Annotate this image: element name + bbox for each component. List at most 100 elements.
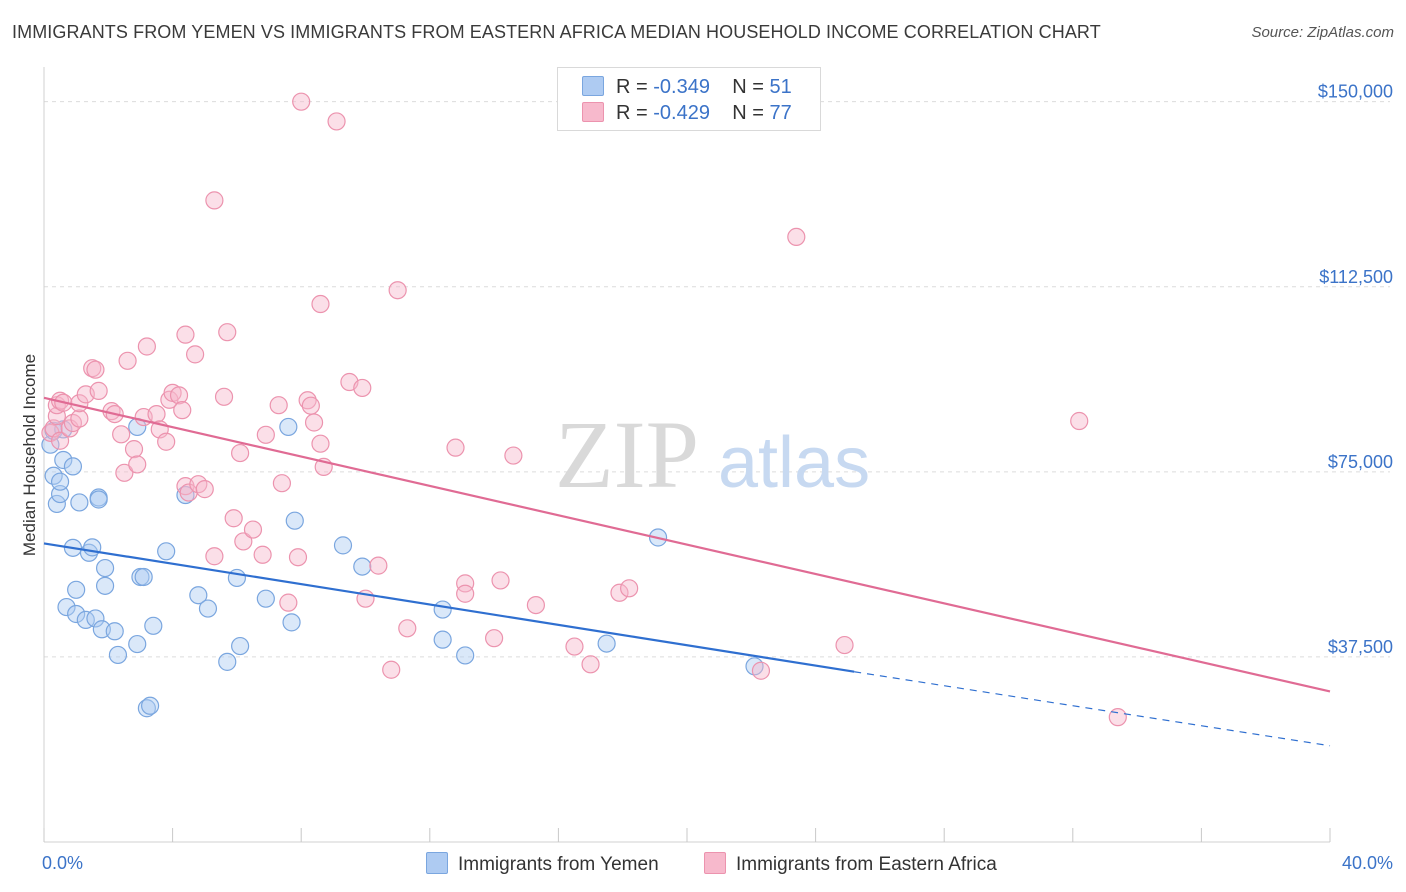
eastern-africa-point	[118, 351, 137, 370]
correlation-legend: R = -0.349 N = 51 R = -0.429 N = 77	[557, 67, 821, 131]
yemen-trend-extension	[854, 671, 1331, 747]
yemen-trend-line	[43, 542, 855, 673]
yemen-point	[456, 646, 475, 665]
x-tick-labels: 0.0% 40.0%	[42, 853, 1393, 873]
yemen-point	[70, 493, 89, 512]
eastern-africa-point	[311, 434, 330, 453]
yemen-point	[54, 450, 73, 470]
eastern-africa-point	[253, 545, 272, 564]
yemen-point	[144, 616, 163, 635]
axes	[43, 67, 1331, 843]
eastern-africa-point	[1108, 708, 1127, 727]
legend-row-yemen: R = -0.349 N = 51	[582, 76, 792, 100]
eastern-africa-point	[620, 579, 639, 598]
yemen-point	[140, 696, 160, 715]
eastern-africa-point	[70, 409, 89, 428]
yemen-point	[95, 558, 115, 578]
y-tick-label: $150,000	[1318, 82, 1393, 102]
y-tick-label: $112,500	[1319, 267, 1393, 287]
chart-title: IMMIGRANTS FROM YEMEN VS IMMIGRANTS FROM…	[12, 22, 1101, 42]
eastern-africa-point	[456, 584, 475, 603]
eastern-africa-point	[112, 425, 131, 444]
grid	[44, 101, 1390, 658]
eastern-africa-point	[446, 438, 465, 457]
eastern-africa-point	[526, 595, 545, 615]
yemen-point	[433, 600, 452, 619]
yemen-point	[597, 634, 616, 653]
yemen-point	[282, 613, 301, 632]
eastern-africa-point	[504, 446, 523, 465]
y-tick-label: $75,000	[1328, 452, 1393, 472]
eastern-africa-point	[279, 593, 298, 612]
yemen-point	[285, 511, 304, 530]
legend-r-label: R =	[616, 76, 648, 98]
eastern-africa-point	[137, 337, 156, 356]
eastern-africa-point	[327, 112, 346, 131]
yemen-point	[86, 609, 105, 628]
yemen-point	[279, 417, 298, 437]
eastern-africa-point	[115, 463, 134, 482]
legend-n-value-eastern-africa: 77	[769, 102, 792, 124]
eastern-africa-point	[565, 637, 584, 656]
eastern-africa-point	[382, 660, 401, 679]
yemen-point	[47, 494, 66, 514]
yemen-point	[57, 597, 76, 617]
eastern-africa-point	[205, 191, 224, 210]
x-tick-label-min: 0.0%	[42, 853, 83, 873]
eastern-africa-point	[369, 556, 388, 575]
eastern-africa-point	[751, 661, 771, 680]
y-axis-label: Median Household Income	[20, 354, 39, 556]
eastern-africa-point	[89, 381, 108, 400]
yemen-point	[128, 634, 147, 654]
eastern-africa-point	[243, 520, 263, 539]
eastern-africa-point	[301, 396, 320, 415]
series-label-yemen: Immigrants from Yemen	[458, 854, 659, 875]
eastern-africa-point	[787, 227, 806, 247]
yemen-point	[83, 538, 102, 557]
yemen-point	[218, 652, 237, 671]
legend-r-value-yemen: -0.349	[653, 76, 710, 98]
y-tick-label: $37,500	[1328, 637, 1393, 657]
eastern-africa-point	[50, 431, 70, 450]
eastern-africa-point	[195, 480, 214, 499]
source-label: Source: ZipAtlas.com	[1251, 24, 1394, 41]
yemen-point	[231, 636, 250, 656]
eastern-africa-point	[205, 547, 224, 566]
yemen-point	[157, 542, 176, 561]
eastern-africa-point	[169, 386, 189, 405]
yemen-point	[63, 457, 83, 476]
eastern-africa-point	[353, 378, 372, 398]
legend-n-label: N =	[732, 76, 764, 98]
eastern-africa-point	[173, 401, 192, 420]
yemen-point	[67, 604, 86, 624]
watermark-zip: ZIP	[555, 401, 699, 508]
eastern-africa-point	[835, 635, 854, 655]
eastern-africa-point	[218, 323, 237, 342]
watermark-atlas: atlas	[718, 423, 870, 503]
eastern-africa-point	[311, 294, 330, 314]
yemen-point	[50, 472, 70, 491]
eastern-africa-point	[581, 655, 600, 674]
eastern-africa-point	[269, 396, 288, 415]
x-tick-label-max: 40.0%	[1342, 853, 1393, 873]
eastern-africa-point	[157, 432, 176, 451]
yemen-point	[76, 610, 95, 630]
eastern-africa-point	[398, 619, 417, 638]
eastern-africa-point	[491, 571, 510, 590]
legend-swatch-eastern-africa	[582, 102, 604, 122]
legend-n-label: N =	[732, 102, 764, 124]
series-label-eastern-africa: Immigrants from Eastern Africa	[736, 854, 997, 875]
yemen-point	[134, 567, 153, 587]
eastern-africa-point	[124, 440, 144, 459]
series-swatch-yemen	[426, 852, 448, 874]
yemen-point	[433, 630, 452, 649]
yemen-point	[256, 589, 275, 608]
yemen-point	[89, 490, 108, 509]
eastern-africa-point	[292, 92, 311, 111]
eastern-africa-trend-line	[43, 396, 1331, 693]
yemen-point	[105, 622, 124, 641]
legend-swatch-yemen	[582, 76, 604, 96]
legend-n-value-yemen: 51	[769, 76, 792, 98]
yemen-point	[353, 557, 372, 576]
